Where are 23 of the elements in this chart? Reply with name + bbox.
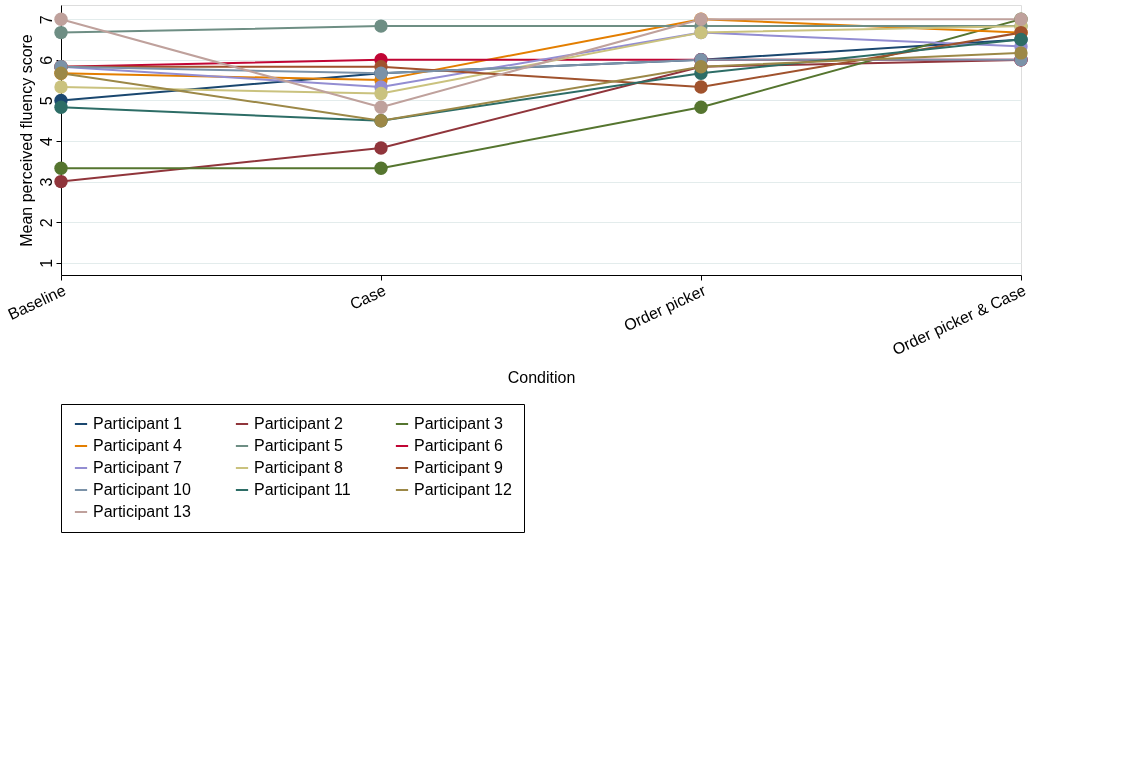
legend-label: Participant 8	[254, 459, 344, 476]
legend-label: Participant 6	[414, 437, 504, 454]
y-tick-label: 1	[37, 258, 55, 268]
legend-label: Participant 1	[93, 415, 183, 432]
legend-label: Participant 2	[254, 415, 344, 432]
legend-label: Participant 12	[414, 481, 512, 498]
legend-label: Participant 7	[93, 459, 183, 476]
y-tick-label: 2	[37, 218, 55, 228]
legend-label: Participant 9	[414, 459, 504, 476]
y-tick-label: 4	[37, 136, 55, 146]
x-tick-label: Case	[347, 281, 389, 313]
legend-label: Participant 4	[93, 437, 183, 454]
legend-label: Participant 13	[93, 503, 191, 520]
y-tick-label: 3	[37, 177, 55, 187]
legend-label: Participant 10	[93, 481, 191, 498]
y-tick-label: 7	[37, 15, 55, 25]
y-axis-title: Mean perceived fluency score	[17, 34, 35, 247]
y-tick-label: 5	[37, 96, 55, 106]
legend-label: Participant 5	[254, 437, 344, 454]
y-tick-label: 6	[37, 55, 55, 65]
x-axis-title: Condition	[507, 369, 576, 387]
legend-label: Participant 11	[254, 481, 351, 498]
legend-label: Participant 3	[414, 415, 504, 432]
